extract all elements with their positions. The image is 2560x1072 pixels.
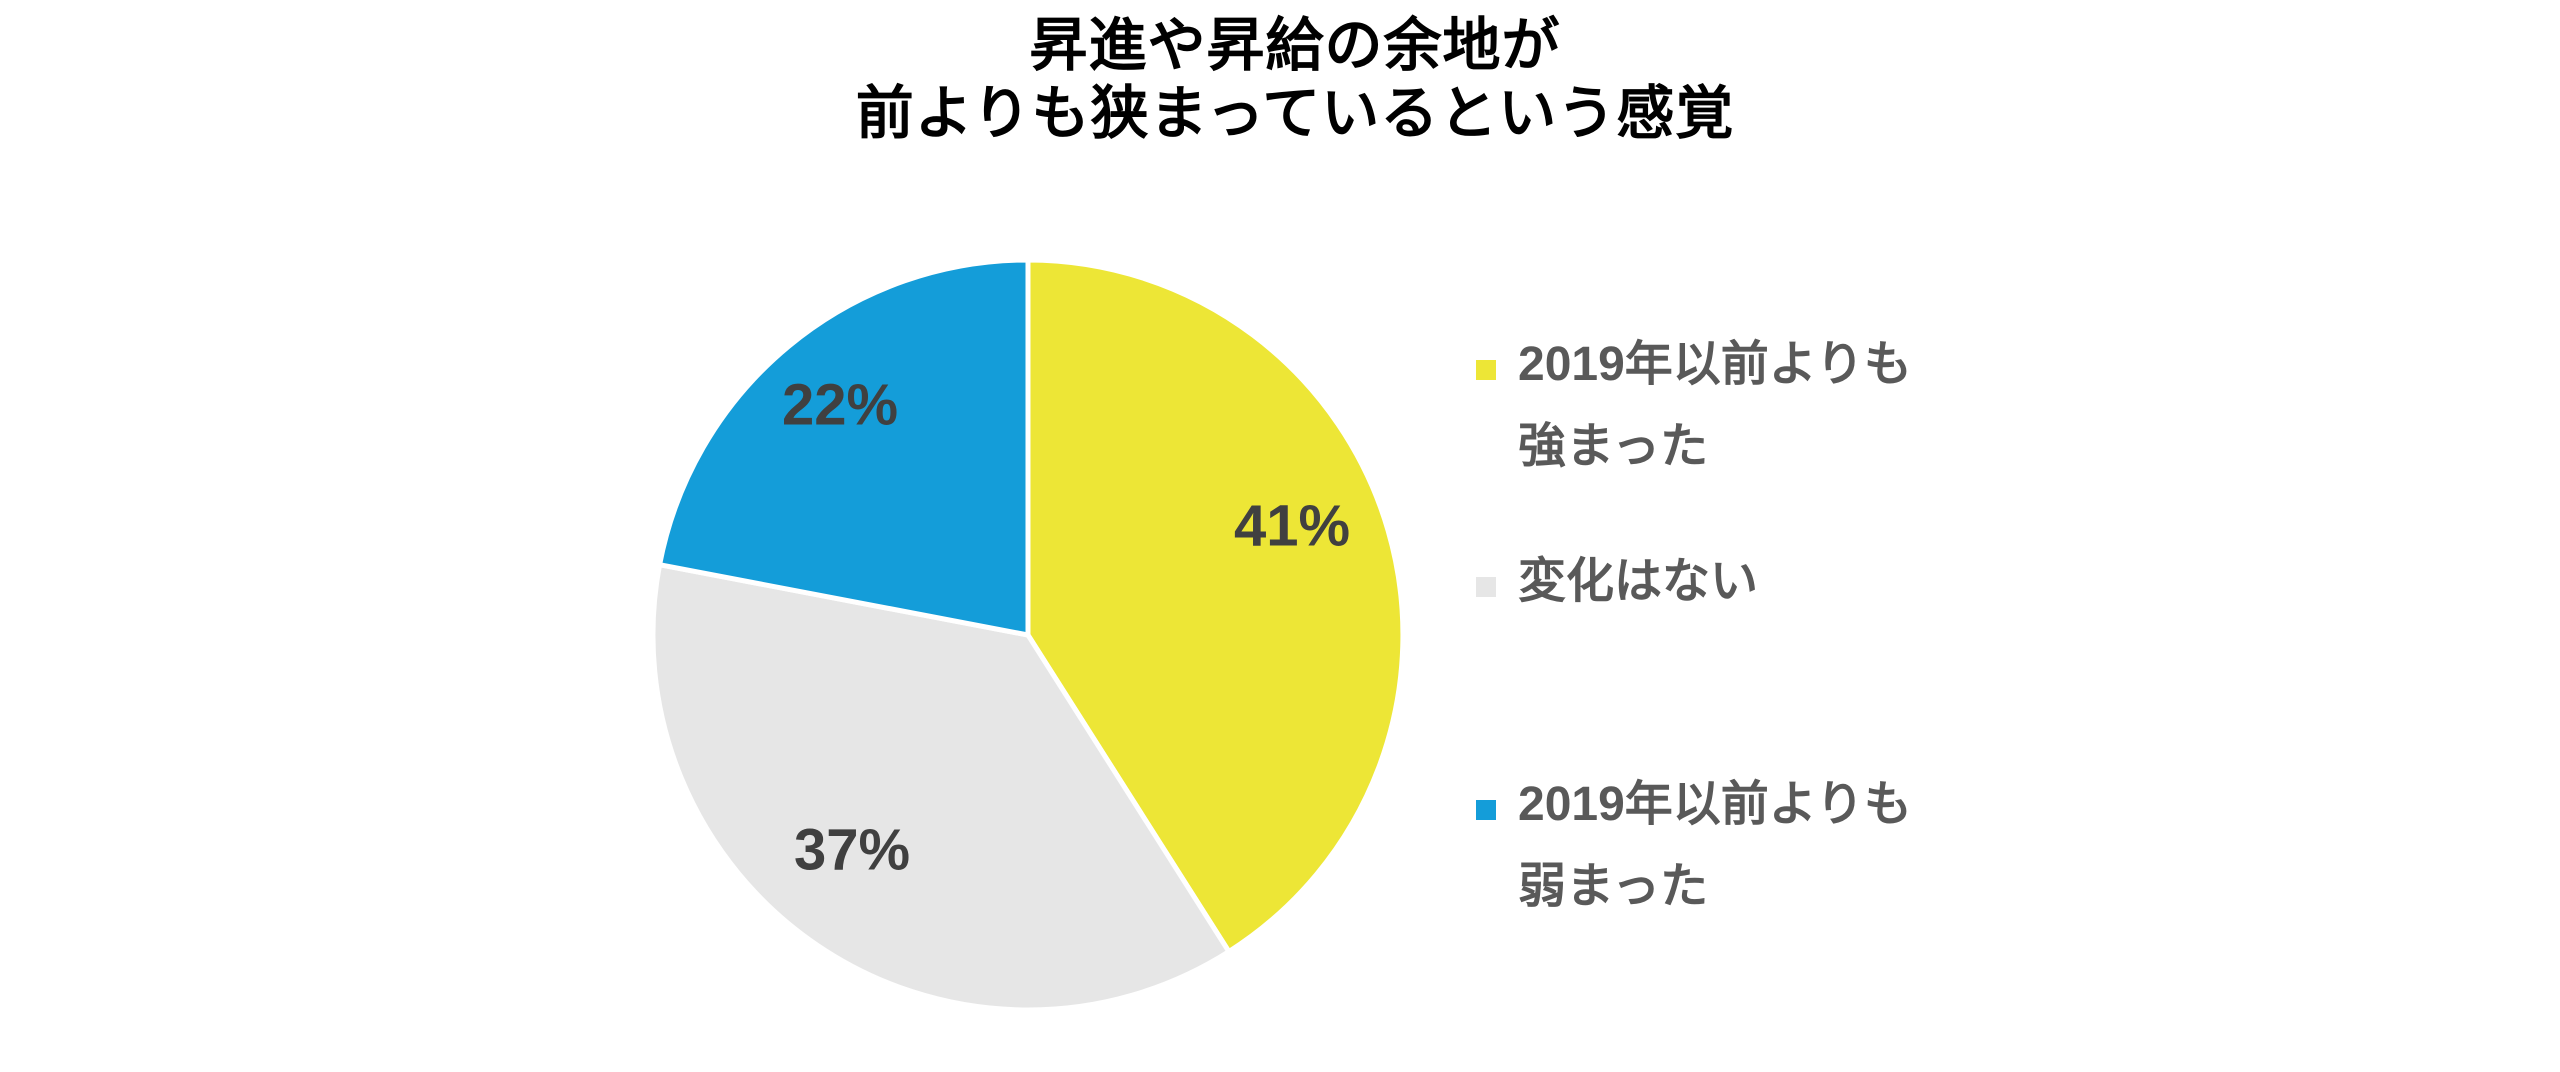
legend-label-no-change: 変化はない: [1518, 555, 1759, 608]
legend-swatch-gray: [1476, 577, 1496, 597]
pie-label-stronger: 41%: [1233, 493, 1351, 559]
pie-slice-weaker: [657, 257, 1031, 638]
legend-item-weaker: 2019年以前よりも 弱まった: [1476, 764, 1912, 928]
chart-title-line1: 昇進や昇給の余地が: [1029, 13, 1561, 78]
legend-label-stronger: 2019年以前よりも 強まった: [1518, 338, 1912, 473]
legend-swatch-blue: [1476, 800, 1496, 820]
legend-swatch-yellow: [1476, 360, 1496, 380]
legend-label-weaker: 2019年以前よりも 弱まった: [1518, 778, 1912, 913]
chart-title-line2: 前よりも狭まっているという感覚: [855, 80, 1735, 146]
pie-slices: [650, 257, 1406, 1013]
pie-label-weaker: 22%: [781, 372, 899, 438]
pie-slice-no-change: [650, 562, 1232, 1013]
pie-label-no-change: 37%: [793, 817, 911, 883]
legend-item-no-change: 変化はない: [1476, 541, 1758, 623]
chart-title: 昇進や昇給の余地が 前よりも狭まっているという感覚: [595, 12, 1995, 148]
legend-item-stronger: 2019年以前よりも 強まった: [1476, 324, 1912, 488]
